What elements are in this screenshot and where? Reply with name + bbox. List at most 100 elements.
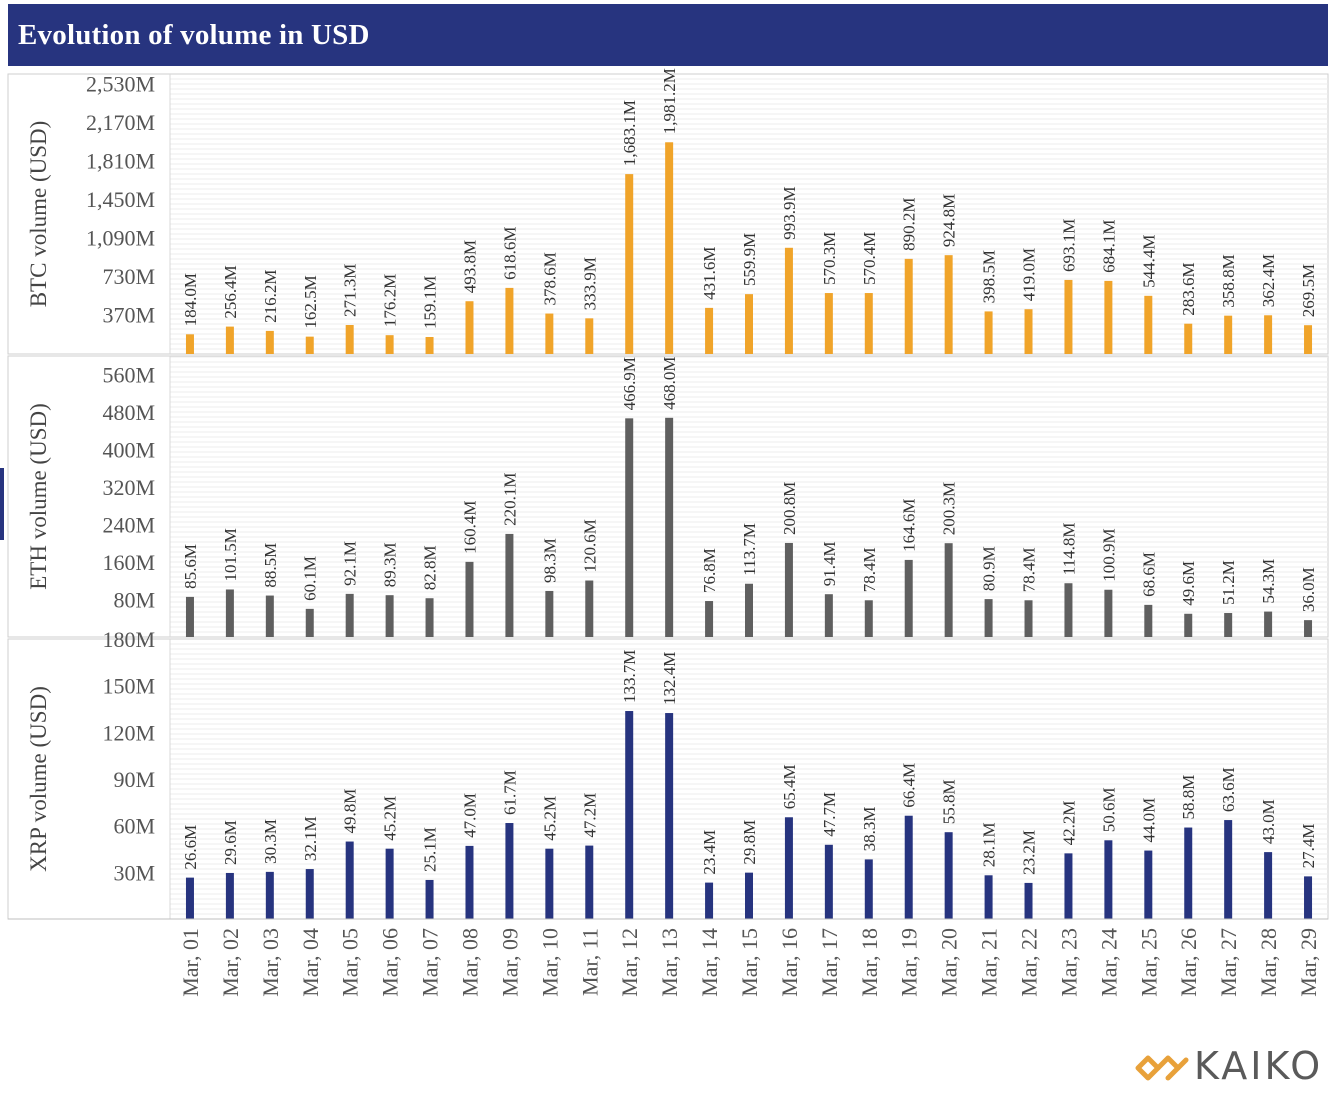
btc-bar: [1064, 279, 1073, 354]
xrp-y-tick-label: 120M: [102, 720, 155, 745]
xrp-bar: [705, 882, 714, 919]
btc-y-axis-title: BTC volume (USD): [26, 121, 51, 308]
btc-bar: [465, 301, 474, 354]
kaiko-logo-text: KAIKO: [1194, 1044, 1324, 1088]
btc-data-label: 693.1M: [1059, 219, 1078, 272]
btc-y-tick-label: 1,450M: [86, 187, 155, 212]
eth-data-label: 54.3M: [1259, 559, 1278, 604]
btc-data-label: 570.3M: [820, 232, 839, 285]
btc-bar: [824, 293, 833, 354]
btc-data-label: 271.3M: [341, 264, 360, 317]
xrp-data-label: 47.7M: [820, 792, 839, 837]
eth-bar: [784, 542, 793, 637]
eth-y-tick-label: 480M: [102, 400, 155, 425]
btc-bar: [385, 335, 394, 354]
xrp-bar: [864, 859, 873, 919]
btc-bar: [425, 336, 434, 354]
eth-bar: [1104, 589, 1113, 637]
xrp-data-label: 42.2M: [1059, 800, 1078, 845]
xrp-data-label: 45.2M: [540, 796, 559, 841]
xrp-bar: [1064, 853, 1073, 919]
btc-data-label: 184.0M: [181, 273, 200, 326]
eth-data-label: 78.4M: [1020, 547, 1039, 592]
xrp-bar: [265, 871, 274, 919]
eth-bar: [305, 608, 314, 637]
eth-bar: [1024, 600, 1033, 637]
xrp-bar: [425, 879, 434, 919]
btc-bar: [1304, 325, 1313, 354]
btc-data-label: 1,981.2M: [660, 68, 679, 134]
eth-data-label: 113.7M: [740, 523, 759, 576]
btc-bar: [345, 325, 354, 354]
xrp-bar: [745, 872, 753, 919]
btc-bar: [625, 174, 634, 354]
x-tick-label: Mar, 10: [537, 928, 562, 997]
btc-data-label: 570.4M: [860, 232, 879, 285]
eth-data-label: 68.6M: [1139, 552, 1158, 597]
btc-bar: [545, 313, 554, 354]
btc-data-label: 398.5M: [980, 250, 999, 303]
eth-data-label: 98.3M: [540, 538, 559, 583]
eth-bar: [585, 580, 594, 637]
xrp-data-label: 32.1M: [301, 816, 320, 861]
btc-bar: [745, 294, 753, 354]
xrp-y-tick-label: 60M: [113, 814, 155, 839]
eth-data-label: 120.6M: [580, 519, 599, 572]
eth-bar: [904, 559, 913, 637]
eth-data-label: 220.1M: [500, 473, 519, 526]
btc-data-label: 684.1M: [1099, 220, 1118, 273]
btc-bar: [225, 326, 234, 354]
eth-data-label: 78.4M: [860, 547, 879, 592]
xrp-bar: [465, 845, 474, 919]
xrp-data-label: 133.7M: [620, 650, 639, 703]
xrp-bar: [665, 713, 674, 919]
x-tick-label: Mar, 13: [657, 928, 682, 997]
btc-data-label: 924.8M: [940, 194, 959, 247]
xrp-data-label: 23.2M: [1020, 830, 1039, 875]
xrp-bar: [1264, 852, 1273, 919]
btc-bar: [1264, 315, 1273, 354]
btc-data-label: 216.2M: [261, 270, 280, 323]
btc-bar: [864, 293, 873, 354]
xrp-data-label: 44.0M: [1139, 798, 1158, 843]
eth-bar: [1304, 620, 1313, 637]
eth-data-label: 100.9M: [1099, 528, 1118, 581]
btc-bar: [1184, 323, 1193, 354]
x-tick-label: Mar, 16: [777, 928, 802, 997]
btc-bar: [984, 311, 993, 354]
x-tick-label: Mar, 01: [178, 928, 203, 997]
xrp-bar: [585, 845, 594, 919]
btc-data-label: 559.9M: [740, 233, 759, 286]
x-tick-label: Mar, 23: [1056, 928, 1081, 997]
x-tick-label: Mar, 20: [937, 928, 962, 997]
x-tick-label: Mar, 08: [457, 928, 482, 997]
left-accent-marker: [0, 468, 4, 540]
xrp-data-label: 23.4M: [700, 830, 719, 875]
eth-data-label: 36.0M: [1299, 567, 1318, 612]
eth-bar: [385, 595, 394, 637]
xrp-bar: [185, 877, 194, 919]
xrp-bar: [1184, 827, 1193, 919]
btc-y-tick-label: 730M: [102, 264, 155, 289]
xrp-y-axis-title: XRP volume (USD): [26, 686, 51, 872]
x-tick-label: Mar, 21: [977, 928, 1002, 997]
btc-bar: [1224, 315, 1233, 354]
xrp-data-label: 55.8M: [940, 779, 959, 824]
eth-data-label: 200.3M: [940, 482, 959, 535]
btc-bar: [784, 247, 793, 354]
x-tick-label: Mar, 03: [258, 928, 283, 997]
eth-data-label: 91.4M: [820, 541, 839, 586]
xrp-bar: [1224, 820, 1233, 919]
btc-data-label: 162.5M: [301, 275, 320, 328]
xrp-bar: [505, 823, 514, 919]
eth-bar: [545, 590, 554, 637]
eth-y-tick-label: 400M: [102, 438, 155, 463]
x-tick-label: Mar, 14: [697, 928, 722, 997]
xrp-data-label: 27.4M: [1299, 824, 1318, 869]
xrp-bar: [625, 711, 634, 919]
btc-y-tick-label: 1,090M: [86, 226, 155, 251]
x-tick-label: Mar, 09: [497, 928, 522, 997]
eth-bar: [944, 543, 953, 637]
x-tick-label: Mar, 05: [338, 928, 363, 997]
xrp-y-tick-label: 30M: [113, 860, 155, 885]
